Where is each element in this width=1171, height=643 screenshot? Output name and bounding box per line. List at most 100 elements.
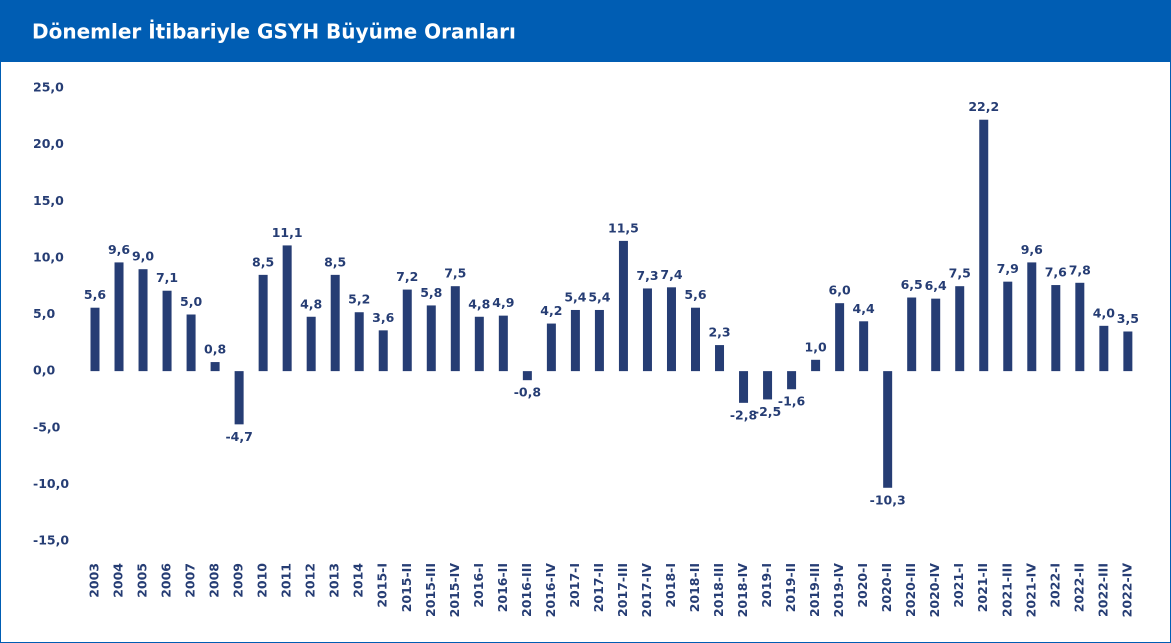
value-label: 9,6 <box>108 242 130 257</box>
x-tick-label: 2019-IV <box>831 563 846 618</box>
value-label: -2,5 <box>754 404 781 419</box>
bar <box>546 323 556 372</box>
x-tick-label: 2021-II <box>975 563 990 612</box>
bar <box>450 286 460 372</box>
x-tick-label: 2018-IV <box>735 563 750 618</box>
bar <box>90 307 100 372</box>
x-tick-label: 2022-IV <box>1119 563 1134 618</box>
x-tick-label: 2015-II <box>399 563 414 612</box>
value-label: 7,9 <box>997 261 1019 276</box>
value-label: 4,2 <box>540 303 562 318</box>
x-tick-label: 2010 <box>255 563 270 598</box>
value-label: 5,8 <box>420 285 442 300</box>
x-tick-label: 2019-III <box>807 563 822 617</box>
x-tick-label: 2016-IV <box>543 563 558 618</box>
value-label: 5,6 <box>684 287 706 302</box>
bar <box>138 269 148 372</box>
x-tick-label: 2016-II <box>495 563 510 612</box>
value-label: 4,9 <box>492 295 514 310</box>
x-tick-label: 2003 <box>87 563 102 598</box>
x-tick-label: 2015-III <box>423 563 438 617</box>
bar <box>715 345 725 372</box>
value-label: 7,3 <box>636 268 658 283</box>
bar <box>1003 281 1013 372</box>
bar <box>642 288 652 372</box>
value-label: 2,3 <box>708 325 730 340</box>
x-tick-label: 2021-IV <box>1023 563 1038 618</box>
x-tick-label: 2015-I <box>375 563 390 608</box>
bar <box>1075 282 1085 372</box>
y-tick-label: 5,0 <box>33 306 55 321</box>
value-label: 5,0 <box>180 294 202 309</box>
value-label: 7,5 <box>444 266 466 281</box>
x-tick-label: 2022-II <box>1071 563 1086 612</box>
y-tick-label: 15,0 <box>33 193 64 208</box>
bar <box>931 298 941 372</box>
bar <box>666 287 676 372</box>
x-tick-label: 2018-I <box>663 563 678 608</box>
x-tick-label: 2016-III <box>519 563 534 617</box>
value-label: -4,7 <box>225 429 252 444</box>
value-label: 7,5 <box>949 266 971 281</box>
bar <box>955 286 965 372</box>
x-tick-label: 2022-III <box>1095 563 1110 617</box>
bar <box>426 305 436 372</box>
bar <box>282 245 292 372</box>
bar <box>114 262 124 372</box>
bar <box>979 119 989 372</box>
value-label: 4,8 <box>468 296 490 311</box>
y-tick-label: 25,0 <box>33 80 64 95</box>
value-label: 6,5 <box>901 277 923 292</box>
value-label: 7,8 <box>1069 262 1091 277</box>
value-label: 9,0 <box>132 249 154 264</box>
bar <box>258 274 268 372</box>
x-tick-label: 2007 <box>183 563 198 598</box>
bar <box>907 297 917 372</box>
y-tick-label: 0,0 <box>33 363 55 378</box>
bar <box>618 240 628 372</box>
value-label: 8,5 <box>324 254 346 269</box>
value-label: 5,4 <box>588 289 610 304</box>
value-label: 6,0 <box>829 283 851 298</box>
value-label: 5,4 <box>564 289 586 304</box>
value-label: 6,4 <box>925 278 947 293</box>
y-tick-label: 10,0 <box>33 249 64 264</box>
x-tick-label: 2011 <box>279 563 294 598</box>
x-tick-label: 2017-III <box>615 563 630 617</box>
value-label: 1,0 <box>805 339 827 354</box>
x-tick-label: 2021-I <box>951 563 966 608</box>
x-tick-label: 2021-III <box>999 563 1014 617</box>
x-tick-label: 2020-II <box>879 563 894 612</box>
x-tick-label: 2018-II <box>687 563 702 612</box>
value-label: -2,8 <box>730 407 757 422</box>
bar <box>378 330 388 372</box>
y-tick-label: -5,0 <box>33 419 61 434</box>
bar <box>1123 331 1133 372</box>
bar <box>162 290 172 372</box>
bar <box>811 359 821 372</box>
value-label: 11,5 <box>608 220 639 235</box>
x-tick-label: 2018-III <box>711 563 726 617</box>
bar <box>1051 285 1061 372</box>
x-tick-label: 2006 <box>159 563 174 598</box>
bar <box>306 316 316 372</box>
chart-title: Dönemler İtibariyle GSYH Büyüme Oranları <box>32 20 516 44</box>
bar <box>330 274 340 372</box>
x-tick-label: 2014 <box>351 563 366 598</box>
x-tick-label: 2017-II <box>591 563 606 612</box>
value-label: 9,6 <box>1021 242 1043 257</box>
bar <box>883 371 893 488</box>
x-tick-label: 2013 <box>327 563 342 598</box>
value-label: 22,2 <box>968 99 999 114</box>
value-label: 4,8 <box>300 296 322 311</box>
bar <box>691 307 700 372</box>
y-tick-label: -10,0 <box>33 476 69 491</box>
value-label: -1,6 <box>778 394 806 409</box>
x-tick-label: 2009 <box>231 563 246 598</box>
y-tick-label: -15,0 <box>33 533 69 548</box>
header-bar <box>0 0 1171 62</box>
value-label: 5,6 <box>84 287 106 302</box>
bar <box>1027 262 1037 372</box>
x-tick-label: 2019-II <box>783 563 798 612</box>
